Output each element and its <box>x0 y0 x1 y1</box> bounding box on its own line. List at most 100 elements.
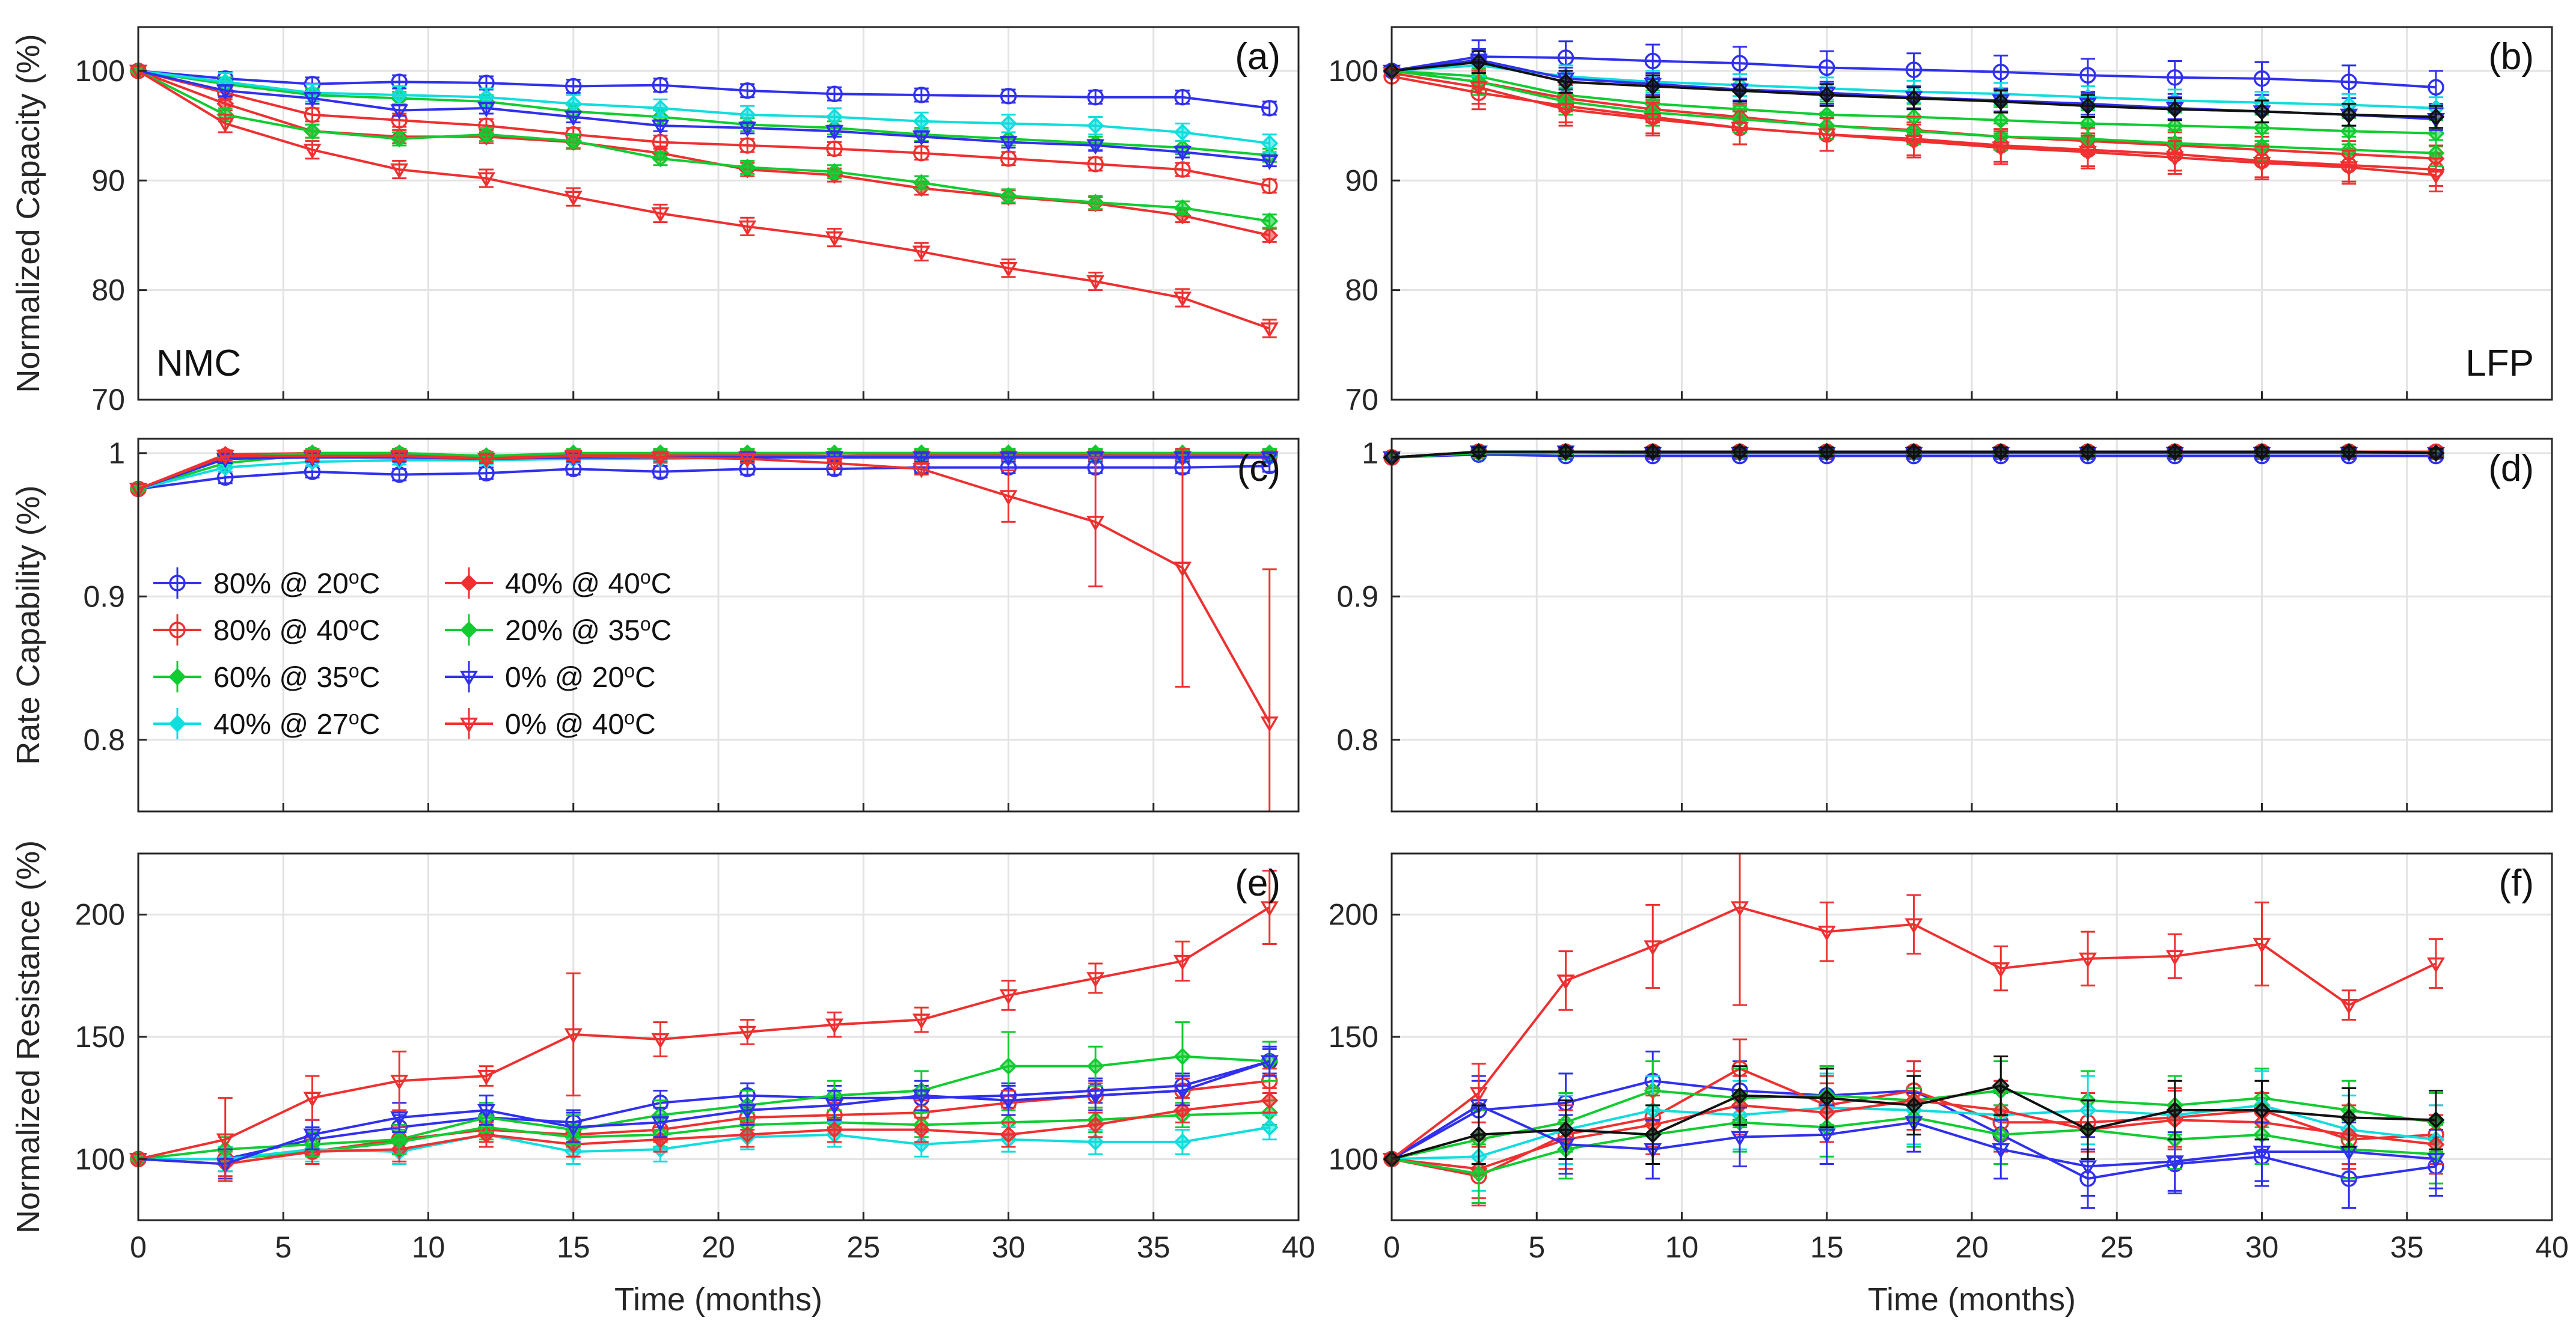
data-point <box>738 158 756 176</box>
data-point <box>2165 1155 2184 1171</box>
y-tick-label: 90 <box>91 163 125 197</box>
data-point <box>1173 561 1192 578</box>
legend-item: 40% @ 27oC <box>153 707 380 741</box>
legend-item: 0% @ 40oC <box>445 707 656 741</box>
data-point <box>738 121 757 138</box>
data-point <box>1086 972 1105 988</box>
data-point <box>1086 1133 1104 1151</box>
data-point <box>2427 444 2445 462</box>
data-point <box>739 137 756 154</box>
data-point <box>1261 1092 1279 1110</box>
legend-marker <box>460 621 478 639</box>
data-point <box>913 87 930 103</box>
data-point <box>1470 442 1488 460</box>
legend-label: 40% @ 27oC <box>213 707 380 741</box>
data-point <box>477 172 496 188</box>
data-point <box>1992 64 2009 81</box>
unit-label: C <box>635 709 656 741</box>
data-point <box>1173 145 1192 162</box>
data-point <box>825 1018 844 1034</box>
data-point <box>826 140 843 157</box>
data-point <box>477 453 496 468</box>
panel-tag: (b) <box>2488 36 2534 78</box>
unit-label: C <box>359 568 381 600</box>
data-point <box>216 450 234 466</box>
data-point <box>1992 93 2010 111</box>
data-point <box>1086 139 1105 155</box>
legend-marker <box>168 668 186 686</box>
data-point <box>1173 199 1192 217</box>
data-point <box>652 76 669 94</box>
data-point <box>999 1094 1018 1110</box>
x-tick-label: 10 <box>412 1230 445 1264</box>
data-point <box>1730 901 1749 917</box>
data-point <box>2079 1121 2097 1139</box>
data-point <box>390 163 409 179</box>
y-tick-label: 100 <box>75 54 125 88</box>
series-line <box>138 451 1270 490</box>
data-point <box>651 207 670 223</box>
data-point <box>2340 161 2358 177</box>
data-point <box>565 78 582 95</box>
data-point <box>1904 135 1923 151</box>
data-point <box>1000 114 1017 132</box>
legend-marker <box>169 575 186 591</box>
data-point <box>1557 1121 1574 1139</box>
data-point <box>1470 1126 1488 1144</box>
legend-marker <box>459 670 479 686</box>
panel-tag: (c) <box>1237 448 1280 489</box>
data-point <box>738 1025 757 1042</box>
data-point <box>2426 169 2446 185</box>
series-line <box>138 906 1270 1161</box>
data-point <box>2340 106 2358 124</box>
data-point <box>1992 1077 2010 1095</box>
data-point <box>2079 442 2097 460</box>
data-point <box>738 1104 757 1120</box>
legend-marker <box>168 715 186 733</box>
data-point <box>825 231 844 247</box>
data-point <box>564 111 583 126</box>
x-tick-label: 0 <box>130 1230 147 1264</box>
data-point <box>1260 901 1279 917</box>
unit-label: C <box>651 568 672 600</box>
data-point <box>738 220 757 236</box>
data-point <box>1644 113 1662 129</box>
unit-label: C <box>635 662 656 694</box>
data-point <box>2428 79 2444 96</box>
data-point <box>1644 940 1662 956</box>
data-point <box>826 85 843 102</box>
data-point <box>912 451 931 467</box>
data-point <box>999 490 1018 506</box>
degree-symbol: o <box>624 660 635 682</box>
y-tick-label: 100 <box>75 1142 125 1176</box>
y-tick-label: 90 <box>1345 163 1378 197</box>
data-point <box>2340 73 2357 90</box>
data-point <box>913 174 931 192</box>
data-point <box>1818 1089 1836 1107</box>
data-point <box>1173 955 1192 971</box>
data-point <box>2165 950 2184 966</box>
data-point <box>1086 451 1105 467</box>
data-point <box>1260 322 1279 338</box>
legend-label: 20% @ 35oC <box>505 613 672 647</box>
series-line <box>137 70 1270 330</box>
data-point <box>1086 1089 1105 1105</box>
data-point <box>2427 1111 2445 1129</box>
y-tick-label: 70 <box>91 383 125 417</box>
degree-symbol: o <box>624 707 635 729</box>
y-tick-label: 150 <box>75 1020 125 1054</box>
series-line <box>138 69 1270 162</box>
x-tick-label: 40 <box>1282 1230 1315 1264</box>
data-point <box>564 132 583 150</box>
data-point <box>2165 151 2184 167</box>
series-line <box>138 69 1270 145</box>
data-point <box>564 191 583 207</box>
data-point <box>999 451 1018 467</box>
data-point <box>1470 1165 1488 1183</box>
data-point <box>1000 187 1017 205</box>
y-axis-label: Normalized Resistance (%) <box>10 840 46 1233</box>
series-line <box>138 1060 1270 1165</box>
data-point <box>1904 918 1923 934</box>
data-point <box>1557 73 1574 91</box>
